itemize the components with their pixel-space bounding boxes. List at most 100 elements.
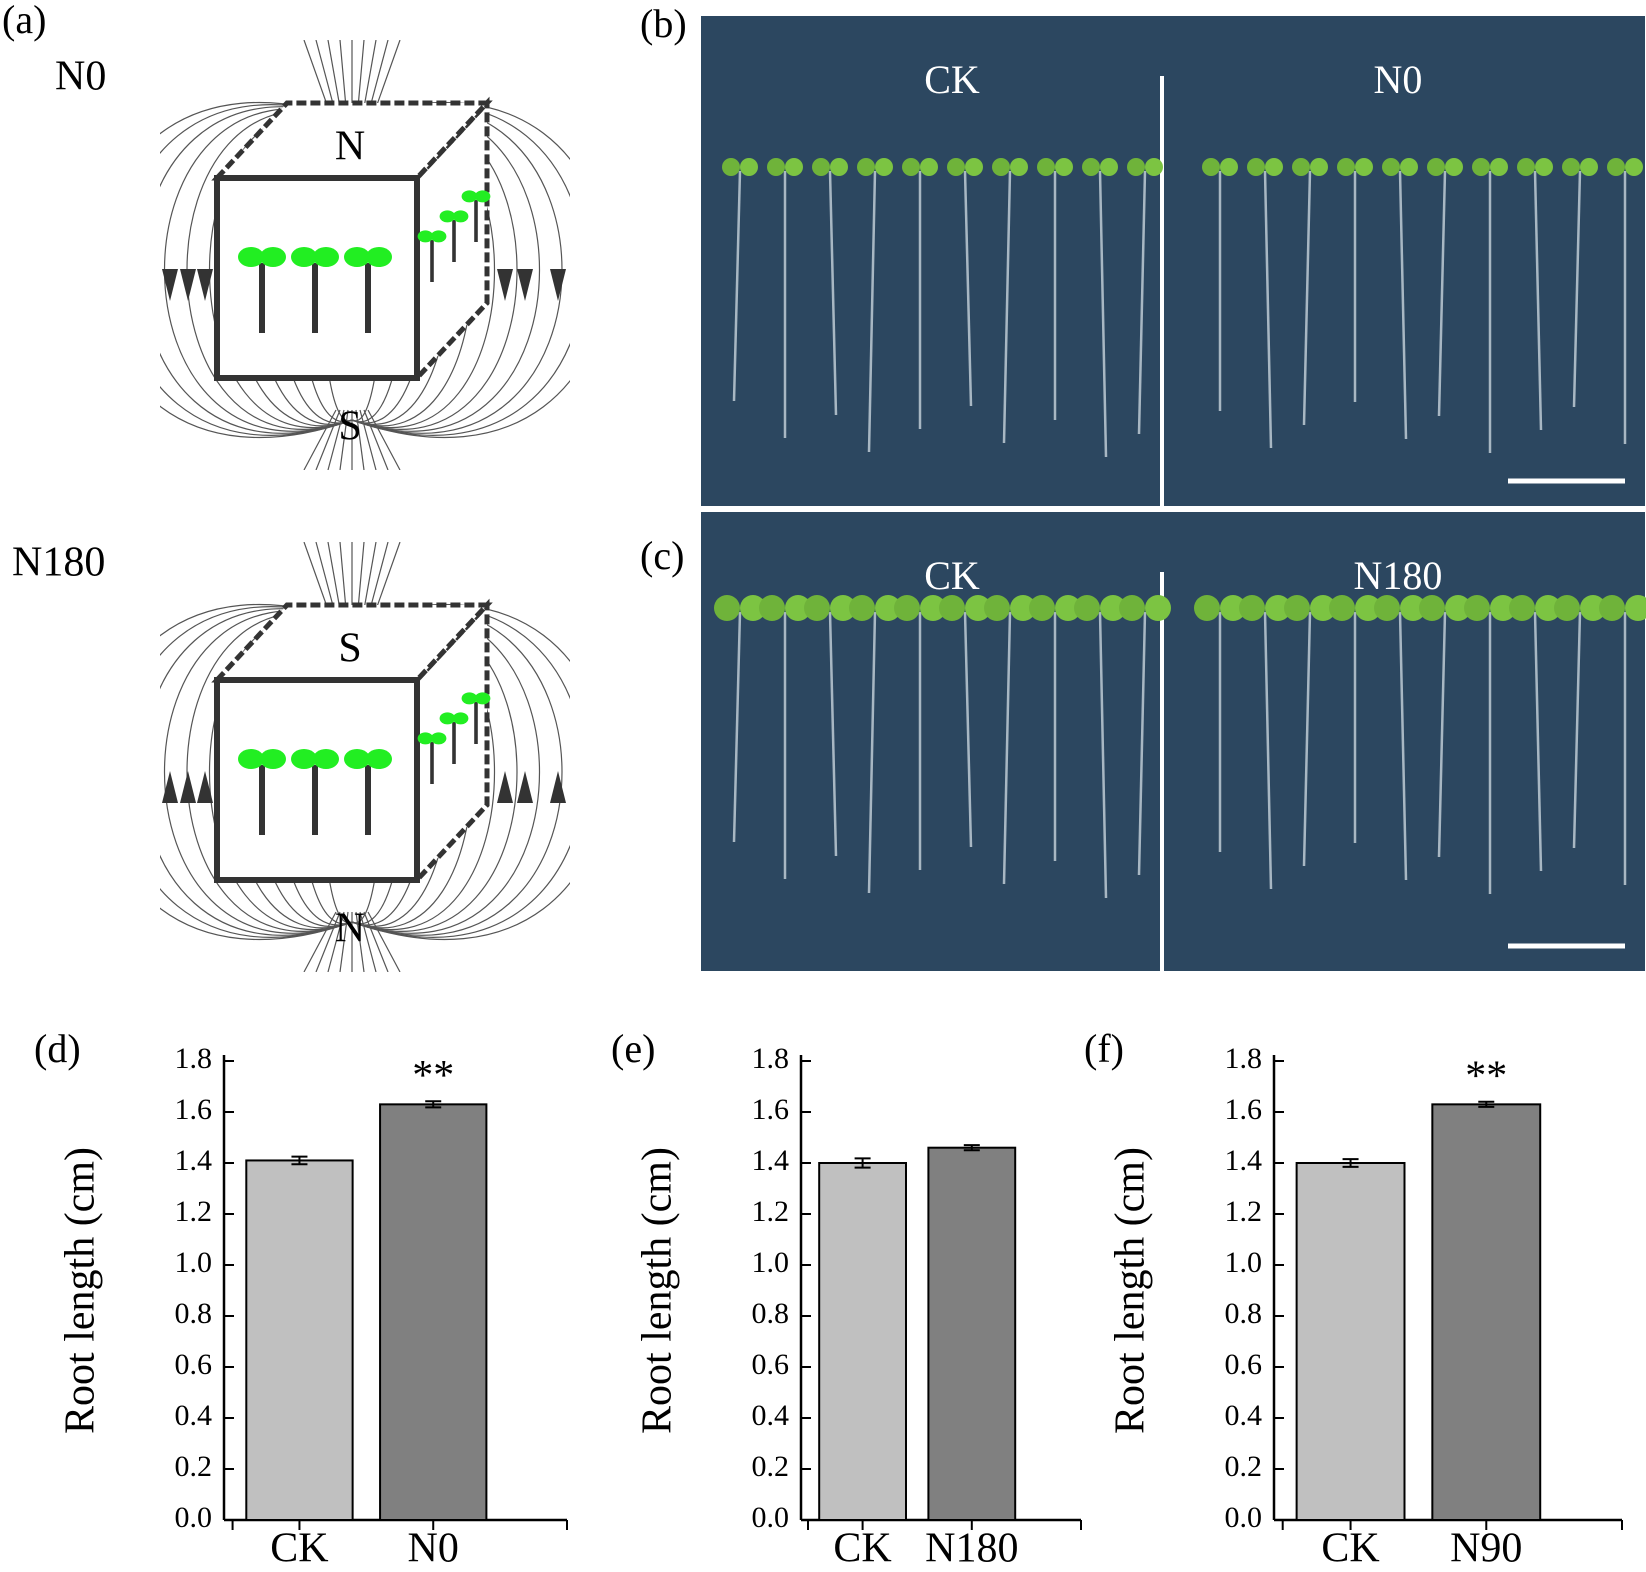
field-line [160,102,353,438]
field-arrow [497,269,513,301]
field-line [363,911,389,972]
leaf [947,158,965,176]
x-tick-label: CK [1321,1526,1379,1572]
pole-label: S [338,626,361,672]
leaf [1194,595,1220,621]
leaf [1355,158,1373,176]
leaf [830,158,848,176]
panel-label: (d) [34,1026,81,1071]
leaf [1374,595,1400,621]
leaf [1247,158,1265,176]
y-tick-label: 1.8 [1225,1042,1263,1075]
seedling-leaf [417,230,434,243]
y-tick-label: 1.6 [752,1093,790,1126]
seedling-leaf [344,749,370,769]
seedling-leaf [461,190,478,203]
leaf [1580,158,1598,176]
error-bar [1342,1158,1359,1168]
y-tick-label: 0.6 [752,1348,790,1381]
group-label: N0 [1374,57,1423,102]
leaf [1202,158,1220,176]
field-arrow [162,269,178,301]
panel-label: (b) [640,1,687,46]
root [1572,170,1582,408]
leaf [1010,158,1028,176]
leaf [804,595,830,621]
seedling-leaf [417,732,434,745]
y-tick-label: 0.0 [175,1501,213,1534]
root [1572,611,1582,849]
field-arrow [517,269,533,301]
field-line [339,409,349,470]
field-arrow [180,771,196,803]
photo [701,16,1645,506]
x-tick-label: CK [270,1526,328,1572]
seedling-leaf [366,749,392,769]
root [1533,170,1543,431]
root [1398,611,1408,881]
y-tick-label: 0.6 [175,1348,213,1381]
leaf [1400,158,1418,176]
root [1098,611,1108,899]
root [1263,170,1273,449]
photo [701,512,1645,971]
photos: CK N0 CK N180 [701,16,1646,971]
y-tick-label: 0.6 [1225,1348,1263,1381]
error-bar [425,1100,442,1109]
leaf [785,158,803,176]
leaf [965,158,983,176]
seedling-leaf [238,749,264,769]
leaf [1509,595,1535,621]
field-line [367,409,401,470]
root [1002,611,1012,885]
group-label: CK [924,553,980,598]
diagram-label: N0 [55,54,106,100]
field-arrow [162,771,178,803]
seedling-leaf [313,749,339,769]
leaf [1310,158,1328,176]
leaf [1562,158,1580,176]
pole-label: N [335,124,365,170]
y-tick-label: 1.6 [1225,1093,1263,1126]
leaf [1517,158,1535,176]
leaf [1472,158,1490,176]
bar [1295,1162,1406,1521]
y-axis-label: Root length (cm) [635,1147,681,1434]
y-tick-label: 1.4 [752,1144,790,1177]
error-bar [1478,1100,1495,1108]
leaf [1337,158,1355,176]
leaf [740,158,758,176]
seedling-leaf [439,712,456,725]
leaf [714,595,740,621]
leaf [902,158,920,176]
y-tick-label: 1.4 [175,1144,213,1177]
field-arrow [497,771,513,803]
leaf [1490,595,1516,621]
field-arrow [197,269,213,301]
field-arrow [180,269,196,301]
root [1002,170,1012,444]
y-tick-label: 0.0 [1225,1501,1263,1534]
field-line [160,608,353,936]
root [732,170,742,402]
leaf [759,595,785,621]
field-line [186,612,353,932]
leaf [1329,595,1355,621]
leaf [1535,595,1561,621]
field-line [160,606,353,938]
root [1398,170,1408,440]
seedling-leaf [452,712,469,725]
seedling-leaf [439,210,456,223]
y-tick-label: 1.4 [1225,1144,1263,1177]
x-tick-label: N90 [1450,1526,1522,1572]
seedling-leaf [474,190,491,203]
panel-label: (c) [640,533,684,578]
field-arrow [197,771,213,803]
root [732,611,742,843]
leaf [1145,595,1171,621]
leaf [1074,595,1100,621]
y-tick-label: 1.2 [752,1195,790,1228]
leaf [1029,595,1055,621]
leaf [920,158,938,176]
field-line [355,409,365,470]
